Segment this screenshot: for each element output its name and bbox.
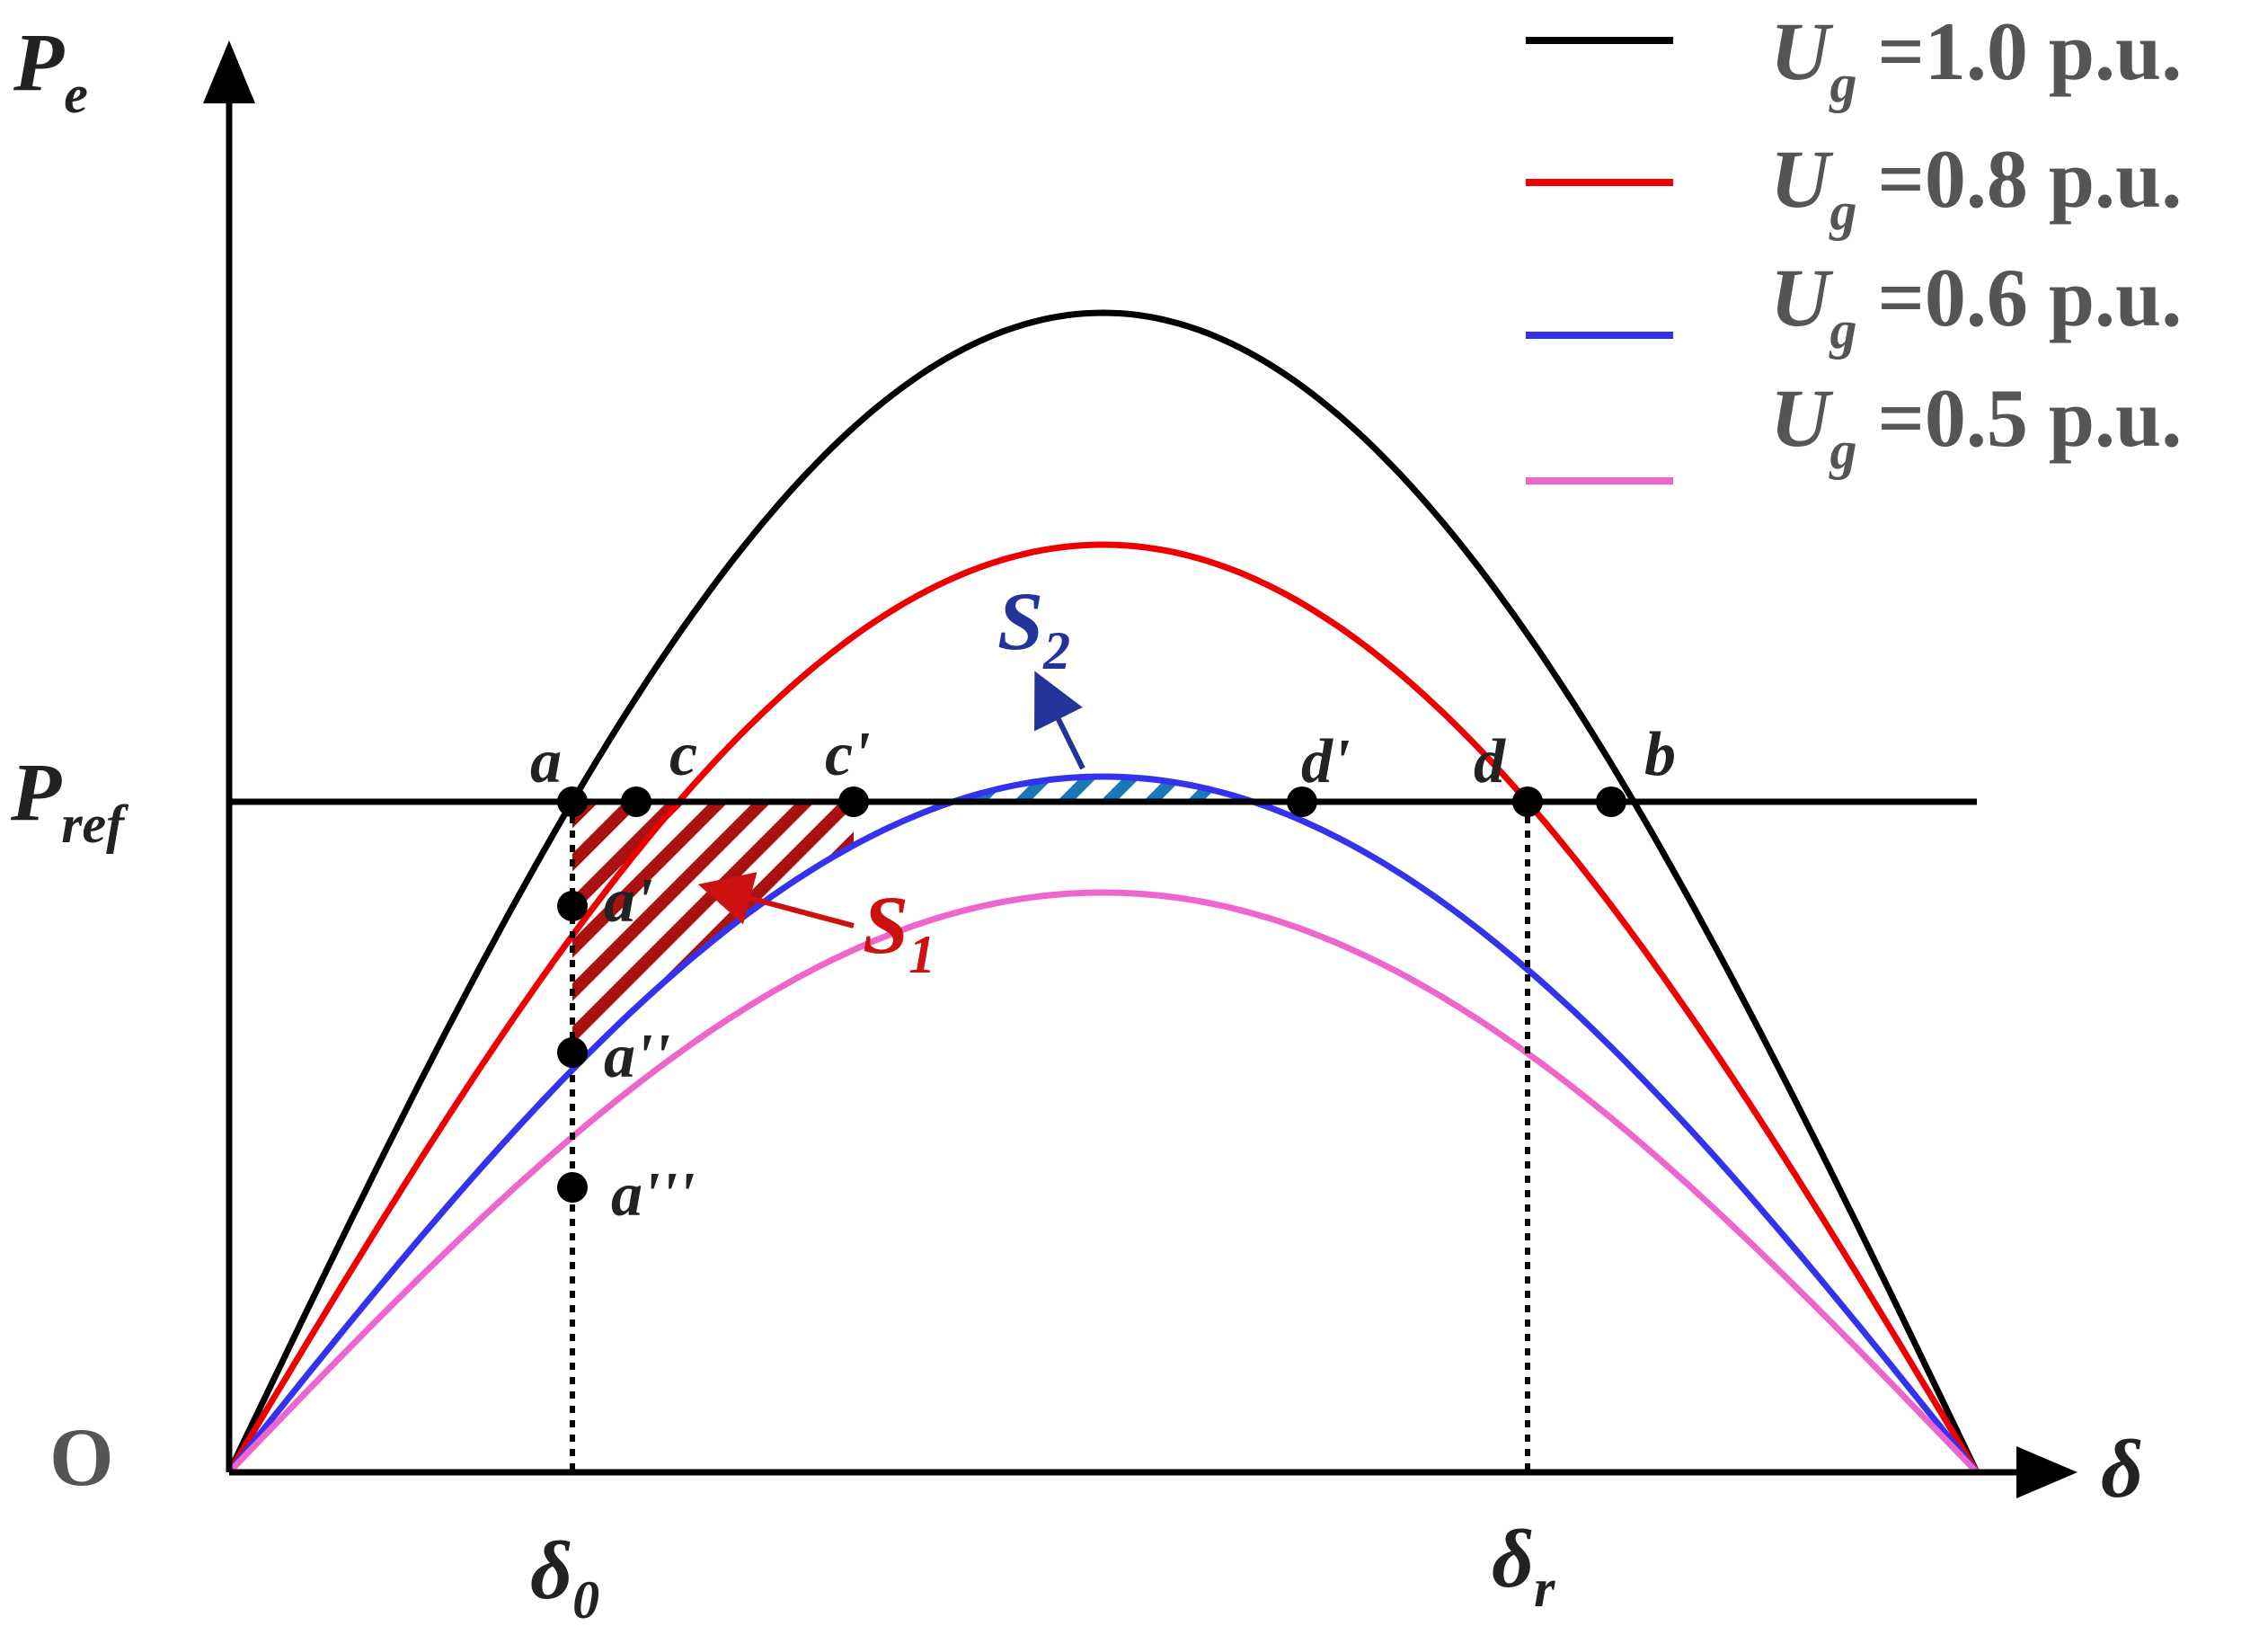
label-a-triple-prime: a''' [611,1160,695,1230]
s1-pointer-arrow [697,872,855,929]
label-s1: S1 [863,879,935,984]
legend-label-ug-0-8: Ug =0.8 p.u. [1770,133,2182,241]
label-a: a [530,727,562,796]
curve-ug-0-5 [226,889,1980,1475]
delta0-label: δ0 [530,1524,599,1626]
point-a-triple-prime [557,1172,588,1203]
curve-ug-0-8 [226,541,1980,1474]
point-c-prime [838,786,869,817]
point-b [1596,786,1626,817]
x-axis-label: δ [2101,1423,2143,1515]
point-c [621,786,651,817]
point-d-prime [1287,786,1317,817]
label-c-prime: c' [825,720,871,789]
curve-ug-0-6 [226,773,1980,1475]
label-a-prime: a' [604,866,652,936]
deltar-label: δr [1492,1513,1555,1618]
point-a-double-prime [557,1037,588,1068]
pref-label: Pref [10,746,128,854]
area-s1-hatch [572,802,854,1071]
y-axis-label: Pe [13,16,88,124]
label-d: d [1474,727,1506,796]
label-s2: S2 [997,575,1070,680]
label-b: b [1644,720,1676,789]
point-a [557,786,588,817]
label-a-double-prime: a'' [604,1022,670,1091]
label-c: c [669,720,697,789]
y-axis-arrowhead [203,40,255,103]
label-d-prime: d' [1301,727,1350,796]
area-s2-hatch [854,777,1302,802]
point-d [1512,786,1543,817]
origin-label: O [49,1411,114,1503]
legend-label-ug-0-6: Ug =0.6 p.u. [1770,252,2182,360]
s2-pointer-arrow [1034,671,1085,770]
legend-label-ug-1-0: Ug =1.0 p.u. [1770,5,2182,113]
legend: Ug =1.0 p.u. Ug =0.8 p.u. Ug =0.6 p.u. U… [1526,5,2182,484]
legend-label-ug-0-5: Ug =0.5 p.u. [1770,372,2182,480]
point-a-prime [557,891,588,921]
curve-ug-1-0 [226,309,1980,1474]
x-axis-arrowhead [2016,1446,2078,1498]
